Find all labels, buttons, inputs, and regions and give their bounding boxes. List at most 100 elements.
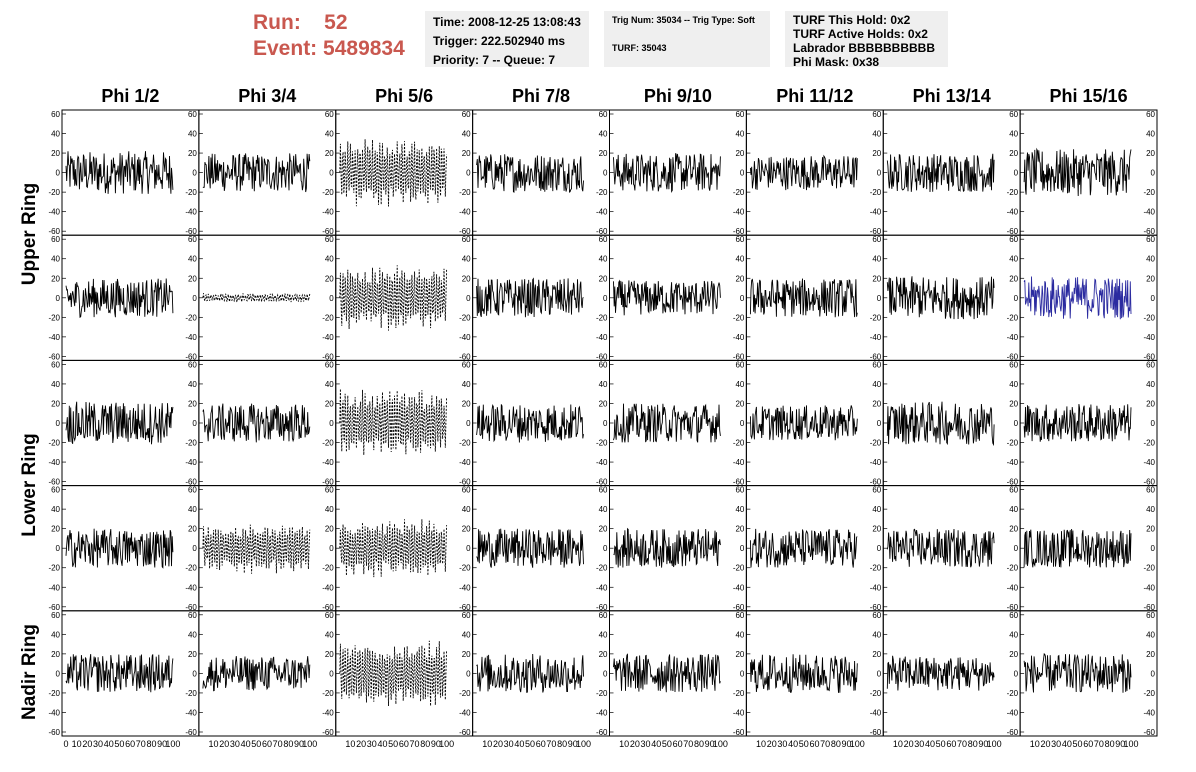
- y-tick-label: -20: [1143, 564, 1155, 573]
- x-tick-label: 60: [1083, 739, 1093, 749]
- y-tick-label: 20: [735, 650, 744, 659]
- y-tick-label: -40: [596, 458, 608, 467]
- y-tick-label: 60: [325, 110, 334, 119]
- y-tick-label: -40: [1143, 208, 1155, 217]
- y-tick-label: 20: [735, 399, 744, 408]
- panel-r1-c4: -60 -40 -20 0 20 40 60: [609, 234, 747, 361]
- y-tick-label: -60: [870, 227, 882, 236]
- y-tick-label: 60: [872, 235, 881, 244]
- panel-r3-c5: -60 -40 -20 0 20 40 60: [745, 485, 884, 612]
- x-tick-label: 10: [345, 739, 355, 749]
- y-tick-label: 0: [192, 294, 197, 303]
- y-tick-label: -60: [1007, 728, 1019, 737]
- y-tick-label: -60: [1007, 478, 1019, 487]
- y-tick-label: 40: [599, 380, 608, 389]
- panel-r1-c3: -60 -40 -20 0 20 40 60: [472, 234, 610, 361]
- y-tick-label: 40: [1146, 380, 1155, 389]
- y-tick-label: 0: [329, 669, 334, 678]
- y-tick-label: -20: [1007, 439, 1019, 448]
- y-tick-label: -60: [596, 603, 608, 612]
- y-tick-label: -60: [459, 603, 471, 612]
- y-tick-label: -20: [870, 439, 882, 448]
- y-tick-label: 20: [1009, 274, 1018, 283]
- y-tick-label: -60: [1143, 227, 1155, 236]
- x-tick-label: 100: [713, 739, 728, 749]
- x-tick-label: 80: [1105, 739, 1115, 749]
- y-tick-label: -20: [185, 689, 197, 698]
- y-tick-label: -40: [733, 708, 745, 717]
- y-tick-label: 20: [462, 274, 471, 283]
- y-tick-label: -40: [185, 583, 197, 592]
- panel-r1-c7: -60 -40 -20 0 20 40 60: [1019, 234, 1158, 361]
- x-tick-label: 80: [420, 739, 430, 749]
- y-tick-label: 40: [51, 505, 60, 514]
- y-tick-label: -20: [185, 564, 197, 573]
- y-tick-label: 0: [1151, 669, 1156, 678]
- y-tick-label: 0: [192, 419, 197, 428]
- x-tick-label: 20: [630, 739, 640, 749]
- waveform-trace: [202, 403, 311, 443]
- y-tick-label: -60: [1007, 603, 1019, 612]
- y-tick-label: -40: [1007, 458, 1019, 467]
- x-tick-label: 50: [114, 739, 124, 749]
- panel-r4-c2: -60 -40 -20 0 20 40 60: [335, 610, 474, 737]
- y-tick-label: -40: [322, 583, 334, 592]
- y-tick-label: 0: [740, 419, 745, 428]
- y-tick-label: 20: [188, 399, 197, 408]
- waveform-trace: [749, 405, 858, 441]
- y-tick-label: 40: [462, 130, 471, 139]
- y-tick-label: 0: [56, 669, 61, 678]
- y-tick-label: -20: [459, 564, 471, 573]
- y-tick-label: -60: [870, 728, 882, 737]
- y-tick-label: 40: [188, 630, 197, 639]
- x-tick-label: 40: [514, 739, 524, 749]
- y-tick-label: -40: [1007, 583, 1019, 592]
- x-tick-label: 60: [673, 739, 683, 749]
- y-tick-label: 20: [51, 399, 60, 408]
- x-tick-label: 10: [72, 739, 82, 749]
- x-tick-label: 80: [831, 739, 841, 749]
- y-tick-label: 20: [599, 525, 608, 534]
- y-tick-label: -40: [733, 333, 745, 342]
- column-header-4: Phi 7/8: [512, 86, 571, 106]
- x-tick-label: 90: [978, 739, 988, 749]
- x-tick-label: 20: [82, 739, 92, 749]
- waveform-trace: [613, 653, 721, 693]
- y-tick-label: 40: [1009, 380, 1018, 389]
- panel-r3-c4: -60 -40 -20 0 20 40 60: [609, 485, 747, 612]
- y-tick-label: -60: [870, 352, 882, 361]
- y-tick-label: 0: [466, 544, 471, 553]
- y-tick-label: 60: [51, 611, 60, 620]
- waveform-trace: [886, 276, 995, 320]
- y-tick-label: 20: [188, 525, 197, 534]
- y-tick-label: 60: [325, 360, 334, 369]
- y-tick-label: -60: [185, 603, 197, 612]
- y-tick-label: -20: [596, 689, 608, 698]
- x-tick-label: 30: [1051, 739, 1061, 749]
- y-tick-label: 0: [1014, 544, 1019, 553]
- column-header-5: Phi 9/10: [643, 86, 712, 106]
- waveform-trace: [476, 404, 584, 443]
- y-tick-label: -20: [185, 313, 197, 322]
- y-tick-label: -20: [733, 188, 745, 197]
- y-tick-label: 0: [740, 294, 745, 303]
- y-tick-label: 0: [877, 294, 882, 303]
- y-tick-label: 60: [462, 611, 471, 620]
- y-tick-label: -20: [596, 313, 608, 322]
- y-tick-label: 20: [462, 399, 471, 408]
- y-tick-label: 60: [188, 110, 197, 119]
- y-tick-label: 20: [872, 399, 881, 408]
- y-tick-label: 60: [735, 486, 744, 495]
- y-tick-label: -60: [1007, 227, 1019, 236]
- y-tick-label: 40: [188, 130, 197, 139]
- y-tick-label: 40: [462, 380, 471, 389]
- trig-info-box: Trig Num: 35034 -- Trig Type: Soft TURF:…: [604, 11, 770, 67]
- panel-r0-c5: -60 -40 -20 0 20 40 60: [745, 109, 884, 236]
- y-tick-label: -40: [870, 583, 882, 592]
- panel-frame: [198, 234, 337, 361]
- x-tick-label: 10: [1030, 739, 1040, 749]
- waveform-trace: [886, 401, 995, 447]
- y-tick-label: -60: [733, 227, 745, 236]
- x-tick-label: 100: [302, 739, 317, 749]
- y-tick-label: 0: [329, 419, 334, 428]
